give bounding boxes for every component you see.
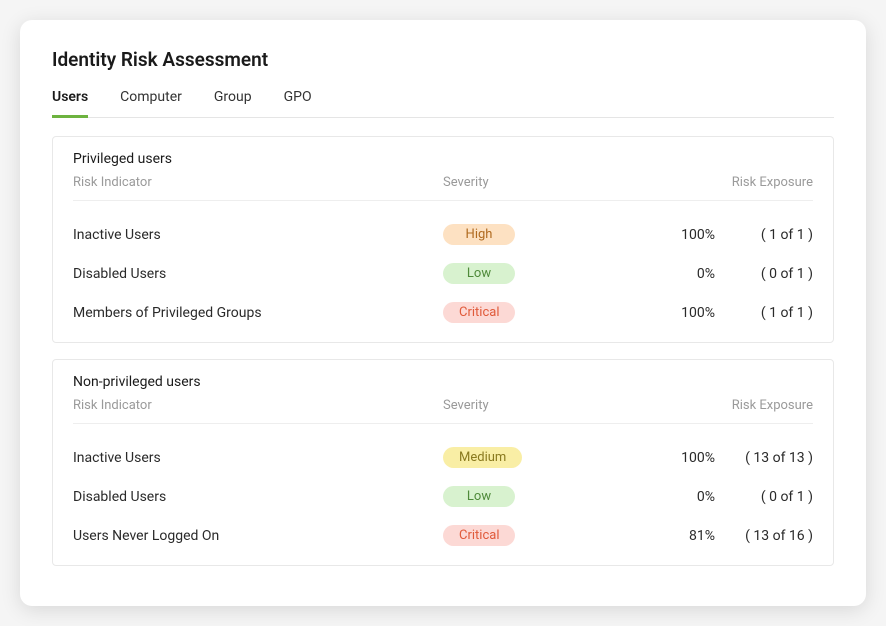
severity-cell: Critical [443,525,583,546]
exposure-cell: 0% ( 0 of 1 ) [583,266,813,282]
severity-cell: Low [443,263,583,284]
table-row: Inactive UsersMedium 100% ( 13 of 13 ) [73,438,813,477]
assessment-card: Identity Risk Assessment Users Computer Gr… [20,20,866,606]
col-header-exposure: Risk Exposure [583,398,813,413]
exposure-cell: 100% ( 1 of 1 ) [583,305,813,321]
tab-group[interactable]: Group [214,89,252,118]
tab-computer[interactable]: Computer [120,89,182,118]
table-row: Disabled UsersLow 0% ( 0 of 1 ) [73,254,813,293]
risk-indicator-label: Members of Privileged Groups [73,305,443,321]
risk-indicator-label: Disabled Users [73,266,443,282]
severity-badge: Low [443,263,515,284]
table-row: Inactive UsersHigh 100% ( 1 of 1 ) [73,215,813,254]
risk-panel: Privileged users Risk IndicatorSeverityRi… [52,136,834,343]
exposure-count: ( 13 of 16 ) [733,528,813,544]
severity-badge: Medium [443,447,522,468]
table-row: Users Never Logged OnCritical 81% ( 13 of … [73,516,813,555]
col-header-severity: Severity [443,175,583,190]
column-headers: Risk IndicatorSeverityRisk Exposure [73,398,813,424]
risk-indicator-label: Users Never Logged On [73,528,443,544]
exposure-count: ( 13 of 13 ) [733,450,813,466]
exposure-count: ( 0 of 1 ) [733,489,813,505]
col-header-severity: Severity [443,398,583,413]
severity-badge: Critical [443,525,515,546]
exposure-cell: 100% ( 13 of 13 ) [583,450,813,466]
exposure-percent: 81% [667,528,715,544]
severity-cell: High [443,224,583,245]
panel-title: Privileged users [73,151,813,167]
tab-gpo[interactable]: GPO [284,89,312,118]
exposure-cell: 81% ( 13 of 16 ) [583,528,813,544]
exposure-percent: 0% [667,489,715,505]
col-header-exposure: Risk Exposure [583,175,813,190]
column-headers: Risk IndicatorSeverityRisk Exposure [73,175,813,201]
severity-badge: Critical [443,302,515,323]
table-row: Disabled UsersLow 0% ( 0 of 1 ) [73,477,813,516]
exposure-count: ( 0 of 1 ) [733,266,813,282]
tab-users[interactable]: Users [52,89,88,118]
severity-cell: Critical [443,302,583,323]
severity-cell: Medium [443,447,583,468]
exposure-count: ( 1 of 1 ) [733,305,813,321]
tabs-nav: Users Computer Group GPO [52,89,834,118]
panel-title: Non-privileged users [73,374,813,390]
table-row: Members of Privileged GroupsCritical 100%… [73,293,813,332]
page-title: Identity Risk Assessment [52,48,834,71]
exposure-cell: 100% ( 1 of 1 ) [583,227,813,243]
panels-container: Privileged usersRisk IndicatorSeverityRi… [52,136,834,566]
risk-indicator-label: Inactive Users [73,227,443,243]
exposure-percent: 100% [667,450,715,466]
col-header-indicator: Risk Indicator [73,398,443,413]
col-header-indicator: Risk Indicator [73,175,443,190]
exposure-percent: 0% [667,266,715,282]
exposure-percent: 100% [667,305,715,321]
panel-rows: Inactive UsersHigh 100% ( 1 of 1 ) Disabled… [53,211,833,342]
severity-badge: High [443,224,515,245]
exposure-percent: 100% [667,227,715,243]
severity-badge: Low [443,486,515,507]
risk-indicator-label: Inactive Users [73,450,443,466]
panel-header: Privileged users Risk IndicatorSeverityRi… [53,137,833,211]
severity-cell: Low [443,486,583,507]
exposure-count: ( 1 of 1 ) [733,227,813,243]
risk-indicator-label: Disabled Users [73,489,443,505]
panel-header: Non-privileged users Risk IndicatorSeveri… [53,360,833,434]
exposure-cell: 0% ( 0 of 1 ) [583,489,813,505]
risk-panel: Non-privileged users Risk IndicatorSeveri… [52,359,834,566]
panel-rows: Inactive UsersMedium 100% ( 13 of 13 ) Disa… [53,434,833,565]
